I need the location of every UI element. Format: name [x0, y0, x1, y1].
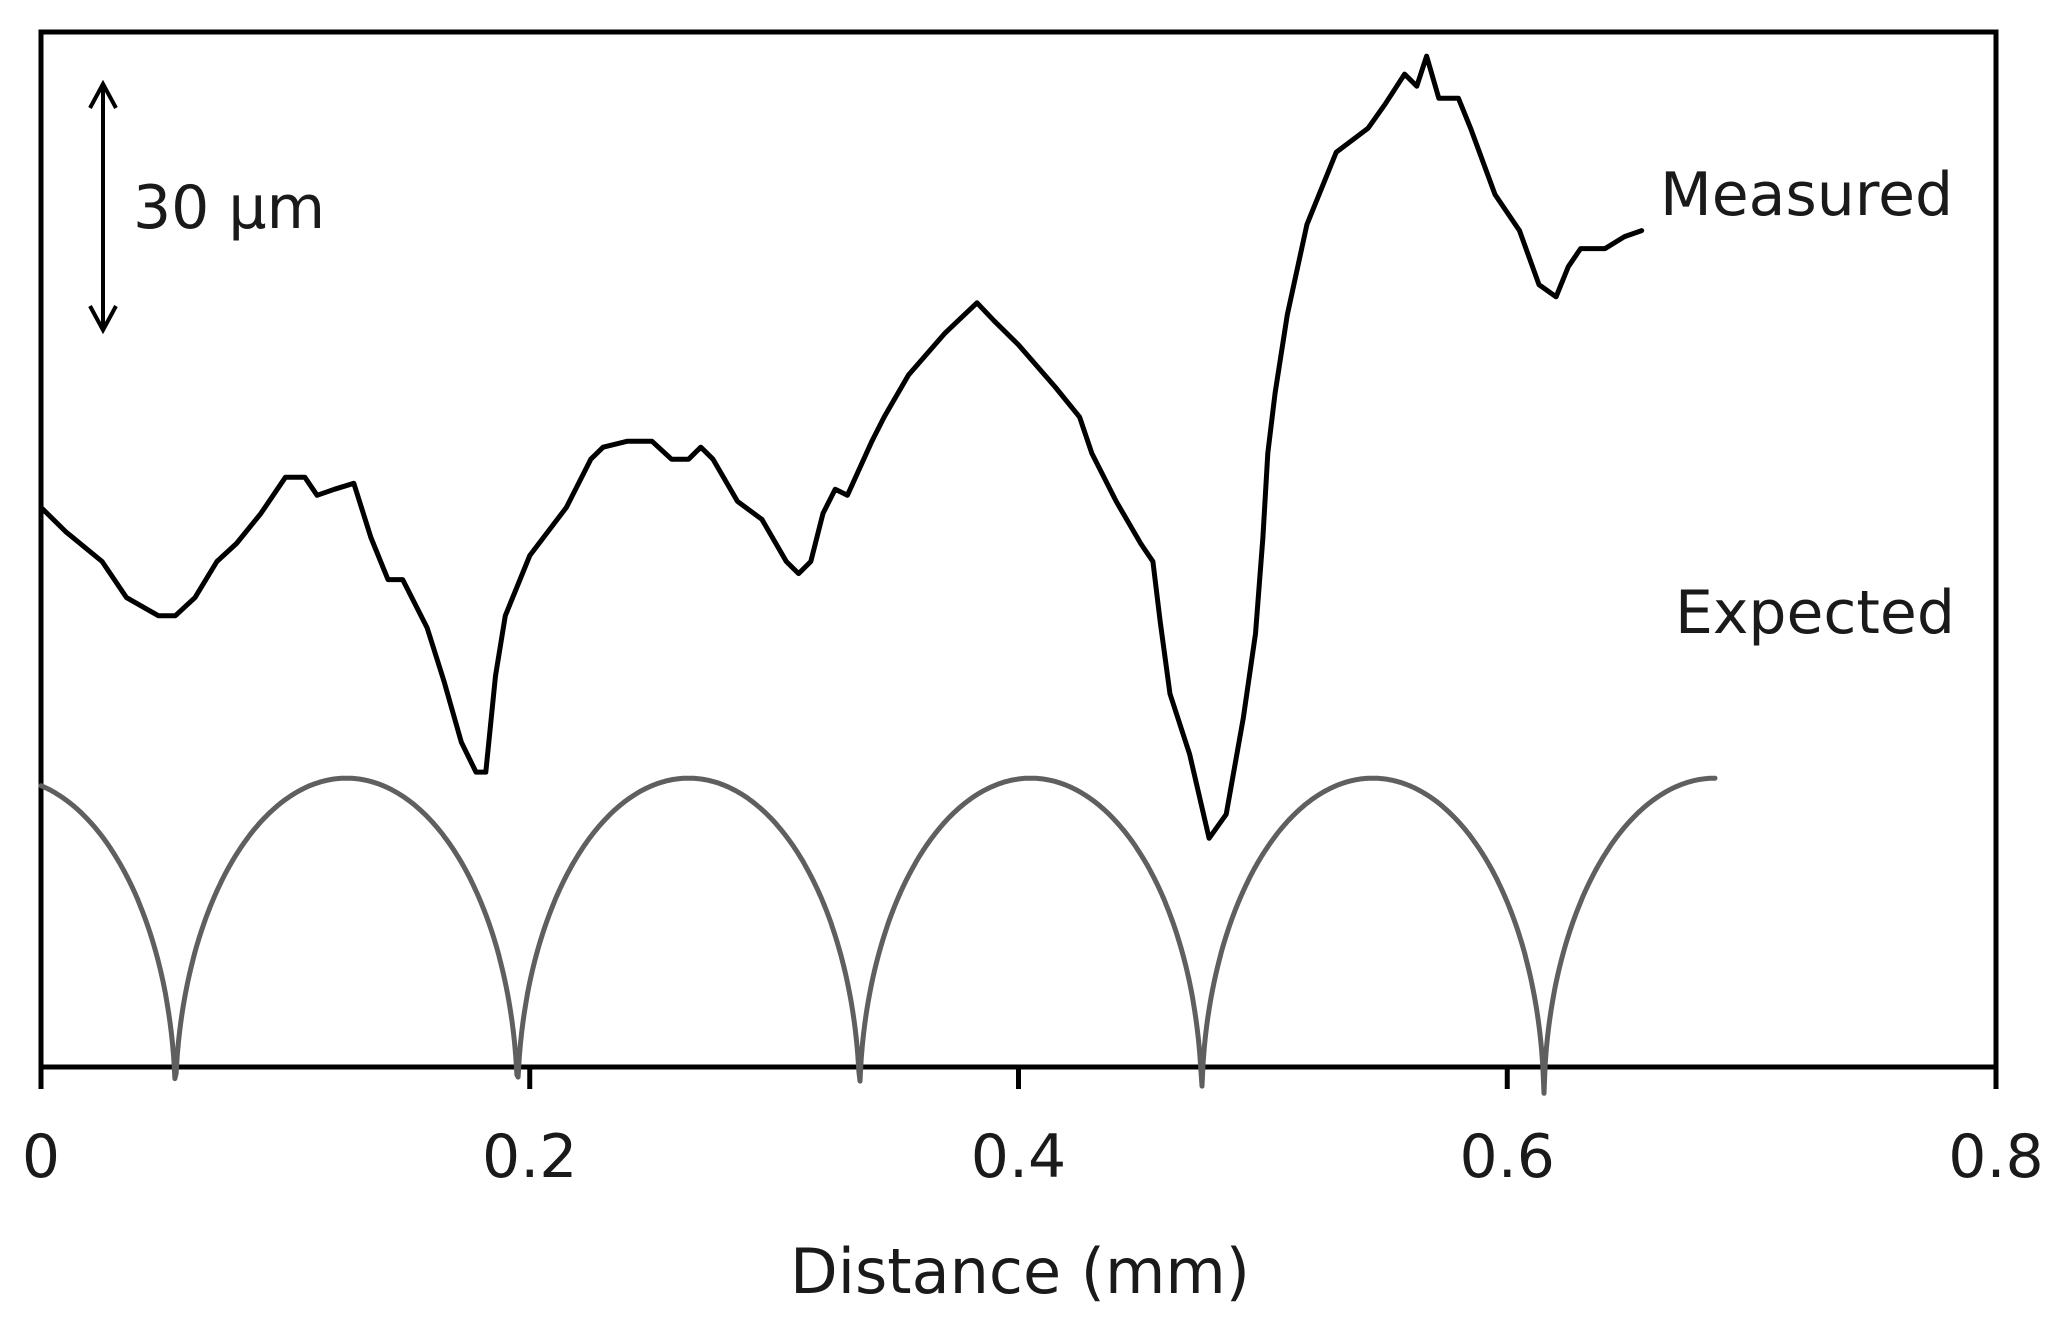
x-axis-title: Distance (mm) — [790, 1235, 1250, 1308]
plot-area — [38, 29, 1999, 1070]
x-tick-label: 0.2 — [482, 1122, 577, 1192]
scale-bar-arrowhead-bottom — [88, 305, 118, 335]
series-line-measured — [38, 53, 1645, 841]
scale-bar: 30 µm — [88, 79, 325, 335]
series-line-expected — [38, 775, 1718, 1096]
x-tick-label: 0 — [22, 1122, 60, 1192]
series-label-measured: Measured — [1660, 160, 1953, 230]
scale-bar-label: 30 µm — [133, 173, 325, 243]
x-tick-label: 0.8 — [1948, 1122, 2043, 1192]
scale-bar-arrowhead-top — [88, 79, 118, 109]
x-tick-label: 0.4 — [971, 1122, 1066, 1192]
x-axis-ticks: 0 0.2 0.4 0.6 0.8 — [22, 1067, 2044, 1192]
x-tick-label: 0.6 — [1460, 1122, 1555, 1192]
series-label-expected: Expected — [1675, 578, 1955, 648]
